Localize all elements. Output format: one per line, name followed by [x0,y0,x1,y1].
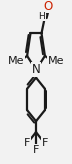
Text: Me: Me [48,56,64,66]
Text: F: F [42,138,49,148]
Text: H: H [39,12,45,21]
Text: O: O [43,0,52,13]
Text: F: F [23,138,30,148]
Text: N: N [32,63,40,76]
Text: F: F [33,145,39,155]
Text: Me: Me [8,56,24,66]
